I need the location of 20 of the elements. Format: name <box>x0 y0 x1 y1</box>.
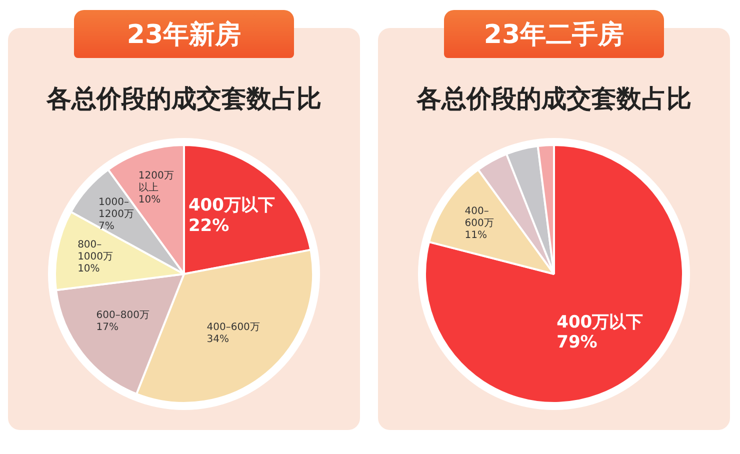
data-label: 79% <box>556 332 598 353</box>
slice-label: 400–600万 <box>206 322 260 334</box>
slice-label: 800–1000万 <box>78 240 114 263</box>
slice-label: 400万以下 <box>188 196 275 216</box>
data-label: 11% <box>464 230 488 241</box>
chart-subtitle: 各总价段的成交套数占比 <box>45 83 322 115</box>
slice-label: 600–800万 <box>96 310 150 322</box>
data-label: 17% <box>96 322 118 334</box>
slice-label: 1000–1200万 <box>98 196 134 220</box>
slice-label: 400–600万 <box>464 206 494 229</box>
data-label: 10% <box>138 194 161 206</box>
data-label: 34% <box>206 334 229 346</box>
slice-label: 1200万以上 <box>138 170 174 194</box>
slice-label: 400万以下 <box>556 312 644 332</box>
chart-subtitle: 各总价段的成交套数占比 <box>415 83 692 115</box>
data-label: 7% <box>98 220 114 232</box>
data-label: 22% <box>188 216 230 236</box>
chart-title: 23年二手房 <box>444 10 664 58</box>
data-label: 10% <box>78 264 100 275</box>
chart-title: 23年新房 <box>74 10 294 58</box>
